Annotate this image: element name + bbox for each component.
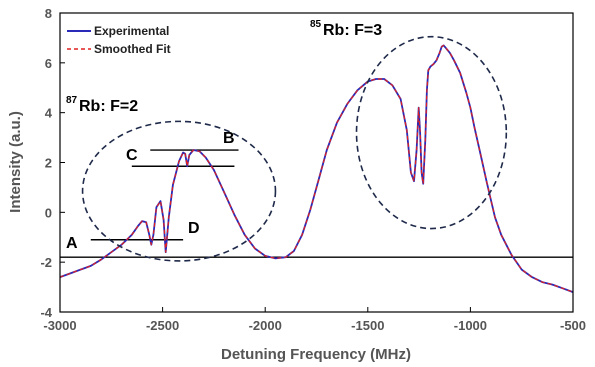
x-tick-label: -2000 (249, 318, 282, 333)
y-tick-label: -4 (40, 305, 52, 320)
x-tick-label: -500 (560, 318, 586, 333)
y-tick-label: 0 (45, 205, 52, 220)
legend-label: Experimental (94, 24, 169, 38)
region-ellipse (81, 120, 277, 262)
line-label-c: C (126, 147, 138, 164)
region-label-prefix: 85 (310, 19, 322, 30)
y-axis-title: Intensity (a.u.) (7, 111, 24, 213)
y-tick-label: 6 (45, 56, 52, 71)
region-label: Rb: F=2 (79, 98, 138, 115)
region-ellipse (355, 35, 508, 230)
region-label: Rb: F=3 (323, 22, 382, 39)
line-label-d: D (188, 220, 200, 237)
region-label-prefix: 87 (66, 95, 78, 106)
series-line-smoothed-fit (60, 44, 573, 293)
y-tick-label: -2 (40, 255, 52, 270)
x-tick-label: -2500 (146, 318, 179, 333)
x-axis-title: Detuning Frequency (MHz) (221, 346, 411, 363)
legend: Experimental Smoothed Fit (67, 24, 171, 56)
x-tick-label: -3000 (43, 318, 76, 333)
line-label-a: A (66, 235, 78, 252)
x-tick-label: -1000 (454, 318, 487, 333)
y-tick-label: 2 (45, 156, 52, 171)
y-tick-label: 8 (45, 6, 52, 21)
line-label-b: B (223, 130, 235, 147)
y-tick-label: 4 (45, 106, 53, 121)
x-tick-label: -1500 (351, 318, 384, 333)
legend-label: Smoothed Fit (94, 42, 171, 56)
plot-area (60, 13, 573, 312)
